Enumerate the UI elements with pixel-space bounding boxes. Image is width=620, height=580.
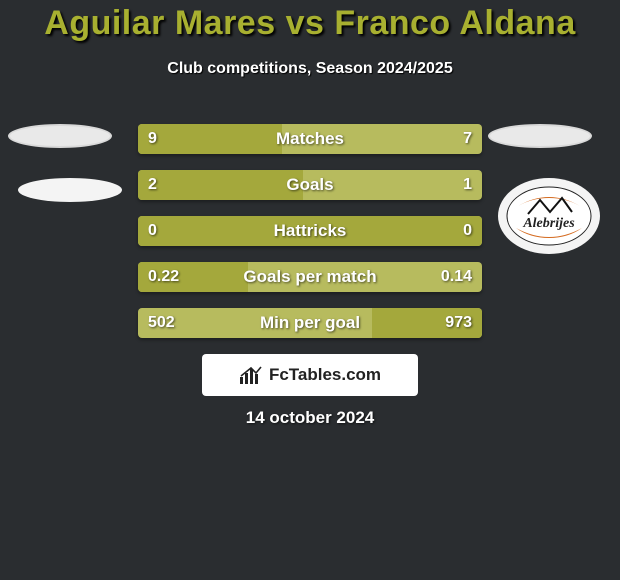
bar-label: Min per goal <box>138 308 482 338</box>
bar-label: Matches <box>138 124 482 154</box>
player-left-avatar <box>8 124 112 148</box>
date-label: 14 october 2024 <box>0 408 620 428</box>
bar-value-right: 0.14 <box>441 262 472 292</box>
svg-text:Alebrijes: Alebrijes <box>522 216 575 231</box>
bar-label: Goals <box>138 170 482 200</box>
bar-row-goals-per-match: 0.22 Goals per match 0.14 <box>138 262 482 292</box>
branding-text: FcTables.com <box>269 365 381 385</box>
bar-label: Goals per match <box>138 262 482 292</box>
page-subtitle: Club competitions, Season 2024/2025 <box>0 60 620 78</box>
bar-row-goals: 2 Goals 1 <box>138 170 482 200</box>
branding-box[interactable]: FcTables.com <box>202 354 418 396</box>
player-right-club-badge: Alebrijes <box>498 178 600 254</box>
bar-row-hattricks: 0 Hattricks 0 <box>138 216 482 246</box>
chart-icon <box>239 365 263 385</box>
comparison-bars: 9 Matches 7 2 Goals 1 0 Hattricks 0 0.22… <box>138 124 482 354</box>
page-title: Aguilar Mares vs Franco Aldana <box>0 4 620 43</box>
bar-label: Hattricks <box>138 216 482 246</box>
player-left-club-badge <box>18 178 122 202</box>
alebrijes-logo-icon: Alebrijes <box>506 186 592 246</box>
bar-value-right: 1 <box>463 170 472 200</box>
bar-row-min-per-goal: 502 Min per goal 973 <box>138 308 482 338</box>
bar-row-matches: 9 Matches 7 <box>138 124 482 154</box>
bar-value-right: 973 <box>445 308 472 338</box>
player-right-avatar <box>488 124 592 148</box>
bar-value-right: 0 <box>463 216 472 246</box>
bar-value-right: 7 <box>463 124 472 154</box>
